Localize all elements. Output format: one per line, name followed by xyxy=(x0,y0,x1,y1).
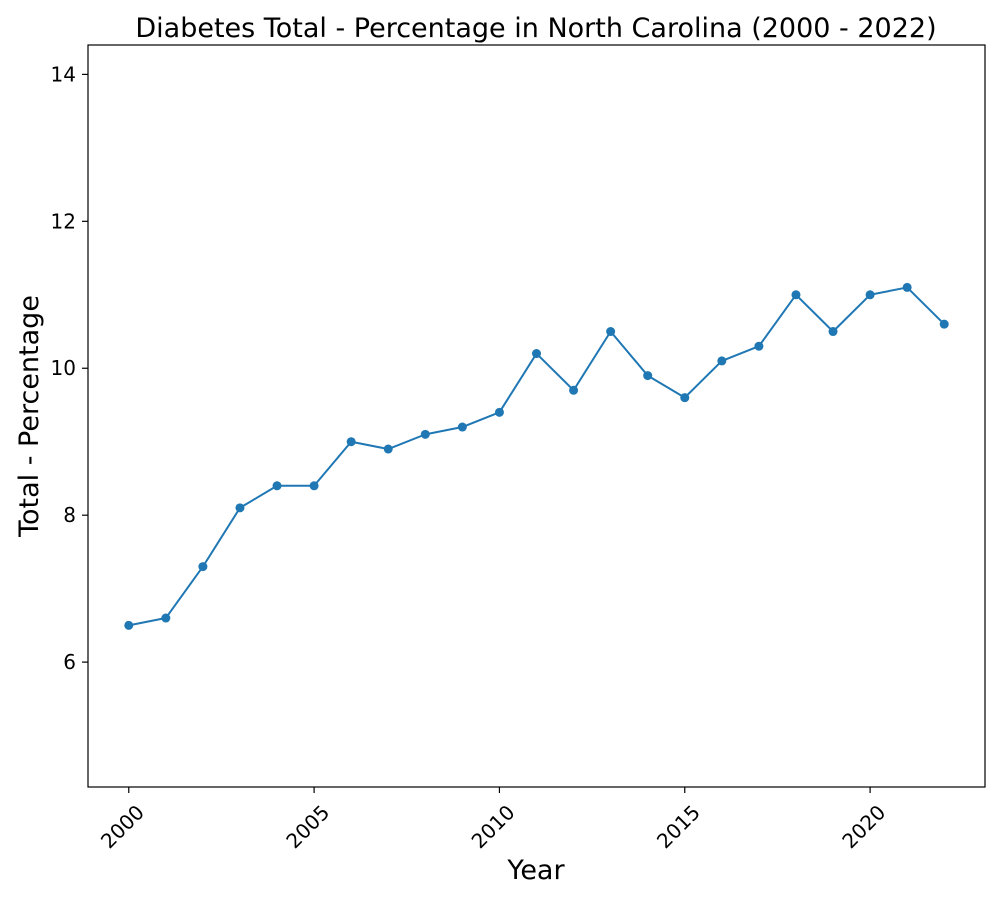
data-point xyxy=(346,437,356,447)
y-tick-label: 8 xyxy=(63,503,76,527)
data-point xyxy=(717,356,727,366)
data-point xyxy=(161,613,171,623)
data-point xyxy=(569,385,579,395)
x-tick-label: 2000 xyxy=(96,800,149,853)
data-point xyxy=(606,327,616,337)
data-point xyxy=(383,444,393,454)
x-tick-label: 2020 xyxy=(837,800,890,853)
data-point xyxy=(939,319,949,329)
y-tick-label: 6 xyxy=(63,650,76,674)
data-point xyxy=(754,341,764,351)
data-point xyxy=(124,620,134,630)
x-tick-label: 2010 xyxy=(467,800,520,853)
plot-area xyxy=(87,44,986,788)
chart-title: Diabetes Total - Percentage in North Car… xyxy=(135,13,936,44)
y-axis-label: Total - Percentage xyxy=(14,295,45,538)
data-point xyxy=(457,422,467,432)
data-point xyxy=(494,407,504,417)
y-tick-label: 10 xyxy=(51,356,76,380)
data-point xyxy=(198,562,208,572)
data-point xyxy=(902,282,912,292)
data-point xyxy=(235,503,245,513)
data-point xyxy=(680,393,690,403)
x-tick-label: 2005 xyxy=(281,800,334,853)
x-axis-label: Year xyxy=(506,855,565,886)
series-layer xyxy=(124,282,949,630)
plot-frame xyxy=(87,44,986,788)
data-point xyxy=(272,481,282,491)
data-point xyxy=(643,371,653,381)
y-tick-label: 14 xyxy=(51,62,76,86)
data-point xyxy=(865,290,875,300)
series-line xyxy=(128,286,945,627)
y-axis: 6 8 10 12 14 xyxy=(51,62,88,674)
data-point xyxy=(420,429,430,439)
x-axis: 2000 2005 2010 2015 2020 xyxy=(96,787,890,853)
data-point xyxy=(791,290,801,300)
data-point xyxy=(309,481,319,491)
data-point xyxy=(532,349,541,359)
data-point xyxy=(828,327,838,337)
y-tick-label: 12 xyxy=(51,209,76,233)
x-tick-label: 2015 xyxy=(652,800,705,853)
